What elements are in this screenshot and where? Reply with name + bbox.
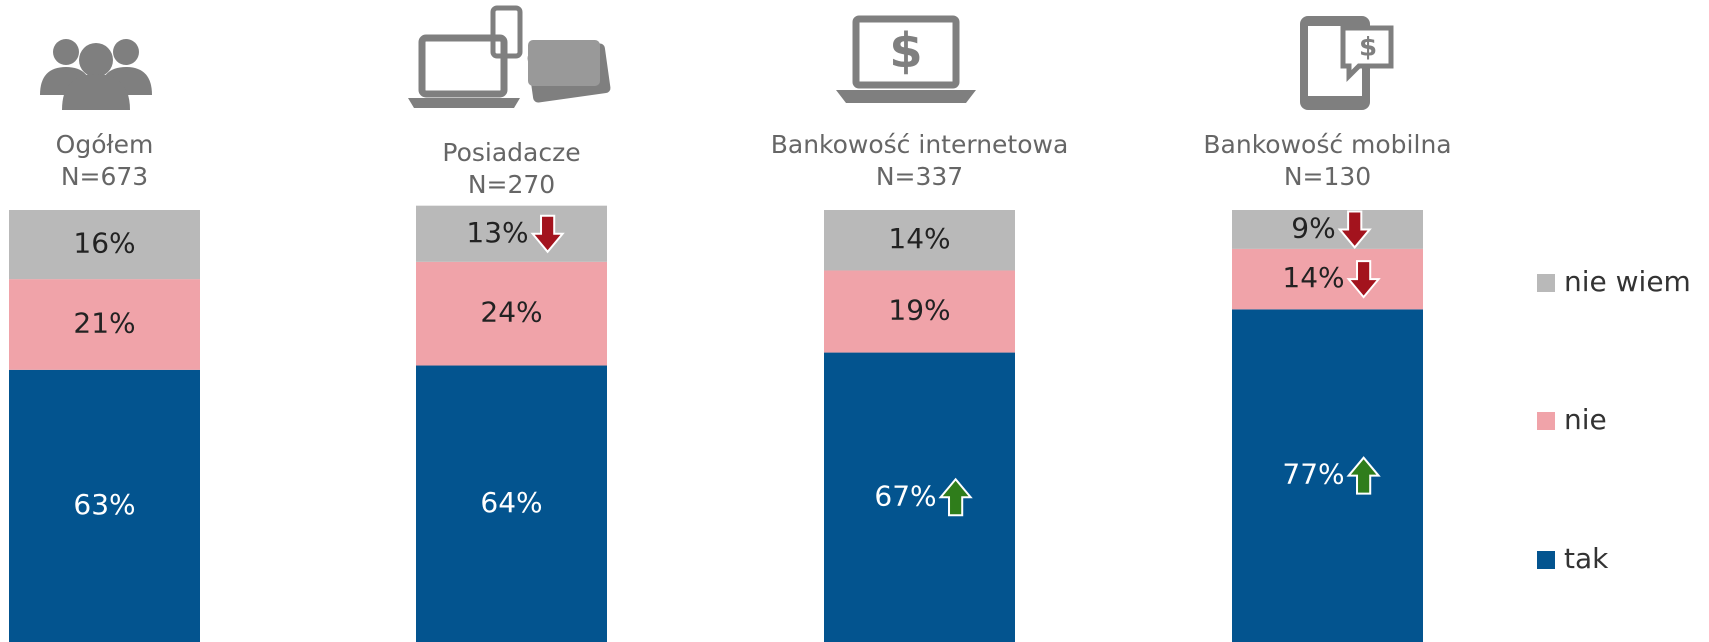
bar-segment [9, 210, 200, 280]
icon-tablet: $ [1300, 16, 1394, 110]
sample-size: N=673 [61, 162, 148, 191]
value-label: 13% [466, 216, 528, 249]
significance-arrow [1346, 456, 1381, 495]
bar-segment [9, 369, 200, 642]
icon-people [40, 39, 152, 110]
significance-arrow [1346, 260, 1381, 299]
value-label: 24% [480, 296, 542, 329]
svg-text:$: $ [1359, 33, 1377, 63]
bar-segment [416, 261, 607, 366]
value-label: 67% [874, 479, 936, 512]
bar-segment [416, 205, 607, 262]
category-label: Bankowość internetowa [771, 130, 1069, 159]
category-label: Posiadacze [442, 138, 580, 167]
bar-segment [9, 279, 200, 370]
sample-size: N=270 [468, 170, 555, 199]
significance-arrow [938, 477, 973, 517]
value-label: 19% [888, 294, 950, 327]
value-label: 77% [1282, 458, 1344, 491]
bar-segment [824, 270, 1015, 353]
legend-swatch [1537, 551, 1555, 569]
value-label: 14% [888, 222, 950, 255]
bar-segment [416, 365, 607, 642]
value-label: 64% [480, 486, 542, 519]
bar-segment [1232, 210, 1423, 249]
value-label: 14% [1282, 261, 1344, 294]
legend-swatch [1537, 412, 1555, 430]
bar-segment [824, 352, 1015, 642]
sample-size: N=130 [1284, 162, 1371, 191]
sample-size: N=337 [876, 162, 963, 191]
bar-segment [1232, 248, 1423, 310]
value-label: 16% [73, 227, 135, 260]
legend-label: tak [1564, 542, 1609, 575]
svg-text:$: $ [889, 23, 922, 79]
icon-devices [408, 5, 611, 108]
category-label: Ogółem [56, 130, 154, 159]
bar-segment [824, 210, 1015, 271]
value-label: 9% [1291, 211, 1335, 244]
legend-swatch [1537, 274, 1555, 292]
value-label: 21% [73, 306, 135, 339]
icon-laptop: $ [836, 15, 976, 103]
category-label: Bankowość mobilna [1203, 130, 1451, 159]
value-label: 63% [73, 488, 135, 521]
bar-segment [1232, 309, 1423, 642]
significance-arrow [530, 214, 565, 254]
legend-label: nie wiem [1564, 265, 1691, 298]
significance-arrow [1337, 210, 1372, 250]
legend-label: nie [1564, 403, 1607, 436]
